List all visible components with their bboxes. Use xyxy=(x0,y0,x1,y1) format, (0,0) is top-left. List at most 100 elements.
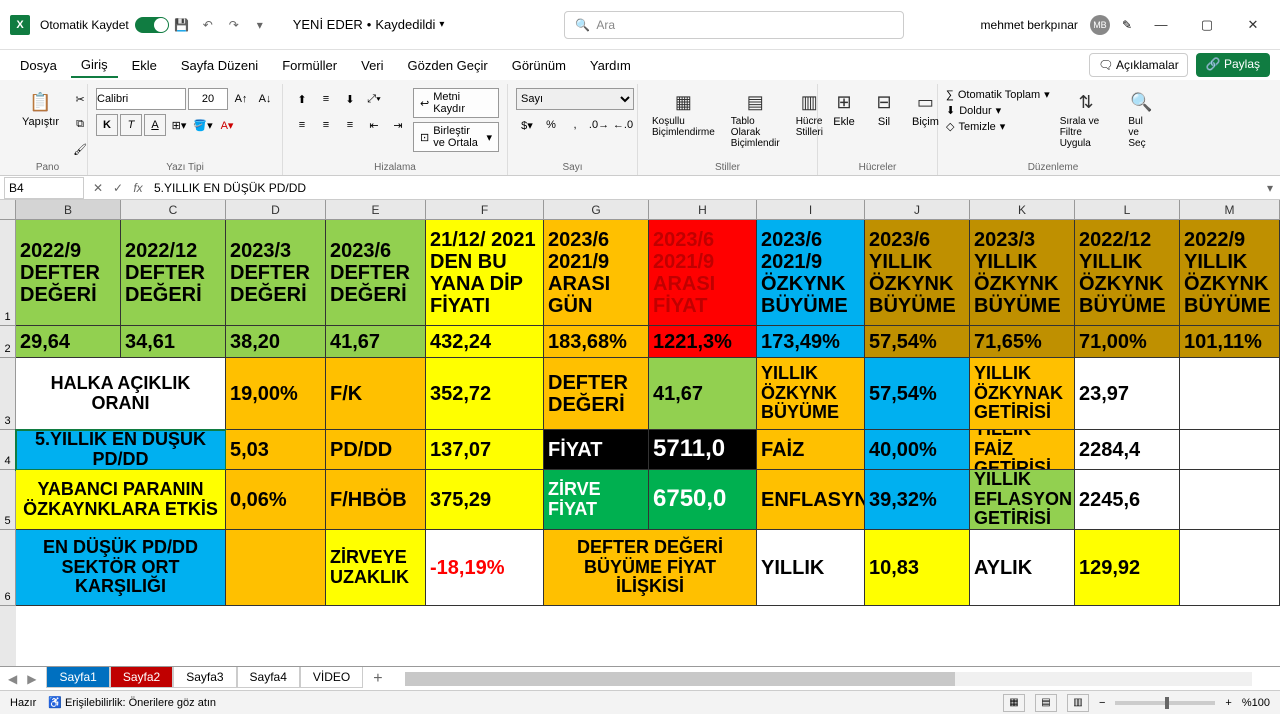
cell[interactable]: 41,67 xyxy=(326,326,426,358)
font-color-icon[interactable]: A▾ xyxy=(216,114,238,136)
maximize-button[interactable]: ▢ xyxy=(1190,11,1224,39)
menu-tab-sayfa düzeni[interactable]: Sayfa Düzeni xyxy=(171,54,268,77)
cell[interactable]: 0,06% xyxy=(226,470,326,530)
cell[interactable]: -18,19% xyxy=(426,530,544,606)
cell[interactable]: 57,54% xyxy=(865,358,970,430)
cell[interactable]: FAİZ xyxy=(757,430,865,470)
sheet-nav-next-icon[interactable]: ▶ xyxy=(27,672,36,686)
menu-tab-gözden geçir[interactable]: Gözden Geçir xyxy=(398,54,498,77)
cell[interactable] xyxy=(226,530,326,606)
col-header-D[interactable]: D xyxy=(226,200,326,219)
fx-icon[interactable]: fx xyxy=(128,181,148,195)
cell[interactable]: 71,00% xyxy=(1075,326,1180,358)
cell[interactable]: 1221,3% xyxy=(649,326,757,358)
font-size-select[interactable] xyxy=(188,88,228,110)
cell[interactable]: 2023/6 YILLIK ÖZKYNK BÜYÜME xyxy=(865,220,970,326)
cell[interactable]: 23,97 xyxy=(1075,358,1180,430)
decrease-font-icon[interactable]: A↓ xyxy=(254,88,276,110)
cell[interactable]: 375,29 xyxy=(426,470,544,530)
find-select-button[interactable]: 🔍Bul ve Seç xyxy=(1122,88,1160,151)
cell[interactable]: ZİRVEYE UZAKLIK xyxy=(326,530,426,606)
cell[interactable]: 19,00% xyxy=(226,358,326,430)
cell[interactable]: 71,65% xyxy=(970,326,1075,358)
cell[interactable]: YILLIK ÖZKYNK BÜYÜME xyxy=(757,358,865,430)
cell[interactable]: 40,00% xyxy=(865,430,970,470)
cell[interactable]: 2023/6 2021/9 ARASI FİYAT xyxy=(649,220,757,326)
comma-icon[interactable]: , xyxy=(564,114,586,136)
cell[interactable]: DEFTER DEĞERİ xyxy=(544,358,649,430)
sort-filter-button[interactable]: ⇅Sırala ve Filtre Uygula xyxy=(1054,88,1119,151)
cell[interactable]: 57,54% xyxy=(865,326,970,358)
italic-button[interactable]: T xyxy=(120,114,142,136)
add-sheet-button[interactable]: + xyxy=(373,670,382,688)
col-header-M[interactable]: M xyxy=(1180,200,1280,219)
zoom-out-button[interactable]: − xyxy=(1099,697,1105,709)
sheet-tab-Sayfa4[interactable]: Sayfa4 xyxy=(237,667,300,688)
col-header-L[interactable]: L xyxy=(1075,200,1180,219)
menu-tab-giriş[interactable]: Giriş xyxy=(71,53,118,78)
cell[interactable]: 38,20 xyxy=(226,326,326,358)
cell[interactable]: 183,68% xyxy=(544,326,649,358)
menu-tab-dosya[interactable]: Dosya xyxy=(10,54,67,77)
currency-icon[interactable]: $▾ xyxy=(516,114,538,136)
page-break-button[interactable]: ▥ xyxy=(1067,694,1089,712)
accessibility-status[interactable]: ♿ Erişilebilirlik: Önerilere göz atın xyxy=(48,696,216,709)
cell[interactable]: 2023/3 DEFTER DEĞERİ xyxy=(226,220,326,326)
align-left-icon[interactable]: ≡ xyxy=(291,114,313,136)
avatar[interactable]: MB xyxy=(1090,15,1110,35)
paste-button[interactable]: 📋Yapıştır xyxy=(16,88,65,130)
cell[interactable]: 5,03 xyxy=(226,430,326,470)
zoom-level[interactable]: %100 xyxy=(1242,697,1270,709)
normal-view-button[interactable]: ▦ xyxy=(1003,694,1025,712)
share-button[interactable]: 🔗 Paylaş xyxy=(1196,53,1270,77)
expand-formula-icon[interactable]: ▾ xyxy=(1260,181,1280,195)
cell[interactable]: 41,67 xyxy=(649,358,757,430)
cell[interactable]: 2245,6 xyxy=(1075,470,1180,530)
row-header-2[interactable]: 2 xyxy=(0,326,16,358)
menu-tab-yardım[interactable]: Yardım xyxy=(580,54,641,77)
sheet-tab-VİDEO[interactable]: VİDEO xyxy=(300,667,363,688)
horizontal-scrollbar[interactable] xyxy=(405,672,1252,686)
menu-tab-formüller[interactable]: Formüller xyxy=(272,54,347,77)
cell[interactable]: PD/DD xyxy=(326,430,426,470)
col-header-G[interactable]: G xyxy=(544,200,649,219)
minimize-button[interactable]: — xyxy=(1144,11,1178,39)
table-format-button[interactable]: ▤Tablo Olarak Biçimlendir xyxy=(725,88,786,151)
cell[interactable]: DEFTER DEĞERİ BÜYÜME FİYAT İLİŞKİSİ xyxy=(544,530,757,606)
align-center-icon[interactable]: ≡ xyxy=(315,114,337,136)
cell[interactable]: 2023/6 2021/9 ÖZKYNK BÜYÜME xyxy=(757,220,865,326)
align-right-icon[interactable]: ≡ xyxy=(339,114,361,136)
orientation-icon[interactable]: ⤢▾ xyxy=(363,88,385,110)
col-header-B[interactable]: B xyxy=(16,200,121,219)
cell[interactable]: 5.YILLIK EN DÜŞÜK PD/DD xyxy=(16,430,226,470)
cell[interactable]: 2022/9 DEFTER DEĞERİ xyxy=(16,220,121,326)
cell[interactable]: 101,11% xyxy=(1180,326,1280,358)
fill-button[interactable]: ⬇ Doldur ▾ xyxy=(946,104,1050,117)
formula-input[interactable]: 5.YILLIK EN DÜŞÜK PD/DD xyxy=(148,181,1260,195)
indent-inc-icon[interactable]: ⇥ xyxy=(387,114,409,136)
cell[interactable]: 137,07 xyxy=(426,430,544,470)
dec-decimal-icon[interactable]: ←.0 xyxy=(612,114,634,136)
zoom-slider[interactable] xyxy=(1115,701,1215,705)
col-header-E[interactable]: E xyxy=(326,200,426,219)
row-header-6[interactable]: 6 xyxy=(0,530,16,606)
ink-icon[interactable]: ✎ xyxy=(1122,18,1132,32)
cell[interactable]: 5711,0 xyxy=(649,430,757,470)
delete-button[interactable]: ⊟Sil xyxy=(866,88,902,130)
col-header-H[interactable]: H xyxy=(649,200,757,219)
cell[interactable]: YILLIK EFLASYON GETİRİSİ xyxy=(970,470,1075,530)
qat-dropdown-icon[interactable]: ▾ xyxy=(251,16,269,34)
redo-icon[interactable]: ↷ xyxy=(225,16,243,34)
row-header-1[interactable]: 1 xyxy=(0,220,16,326)
cond-format-button[interactable]: ▦Koşullu Biçimlendirme xyxy=(646,88,721,140)
increase-font-icon[interactable]: A↑ xyxy=(230,88,252,110)
sheet-nav-prev-icon[interactable]: ◀ xyxy=(8,672,17,686)
cell[interactable]: 2022/12 DEFTER DEĞERİ xyxy=(121,220,226,326)
filename[interactable]: YENİ EDER • Kaydedildi ▾ xyxy=(293,17,445,32)
spreadsheet-grid[interactable]: 123456 2022/9 DEFTER DEĞERİ2022/12 DEFTE… xyxy=(0,220,1280,666)
font-select[interactable] xyxy=(96,88,186,110)
cell[interactable]: AYLIK xyxy=(970,530,1075,606)
cell[interactable]: 173,49% xyxy=(757,326,865,358)
insert-button[interactable]: ⊞Ekle xyxy=(826,88,862,130)
comments-button[interactable]: 🗨 Açıklamalar xyxy=(1089,53,1188,77)
